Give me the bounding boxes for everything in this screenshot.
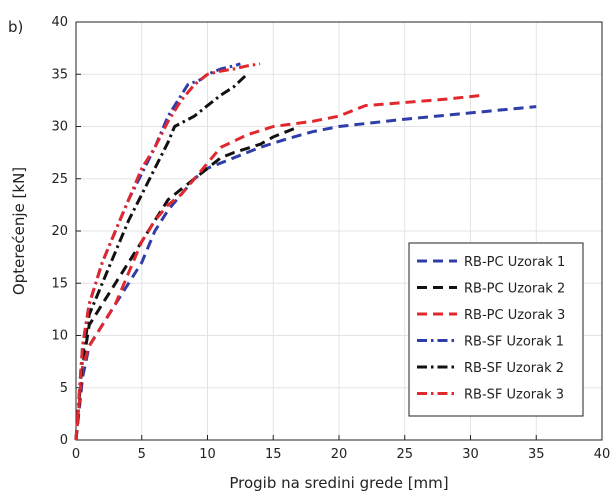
legend: RB-PC Uzorak 1 RB-PC Uzorak 2 RB-PC Uzorak… [408,242,584,417]
x-tick-label: 30 [462,447,479,462]
y-axis-label: Opterećenje [kN] [10,167,28,295]
y-tick-label: 10 [51,329,68,344]
series-line-2 [74,125,301,441]
legend-label: RB-SF Uzorak 1 [464,335,564,350]
x-tick-label: 15 [265,447,282,462]
y-tick-label: 20 [51,224,68,239]
x-tick-label: 20 [331,447,348,462]
y-tick-label: 30 [51,120,68,135]
x-tick-label: 35 [528,447,545,462]
legend-box [408,242,584,417]
x-tick-label: 40 [594,447,611,462]
series-line-3 [74,93,484,441]
y-tick-label: 0 [60,433,68,448]
x-tick-label: 10 [199,447,216,462]
legend-label: RB-PC Uzorak 3 [464,308,565,323]
legend-label: RB-PC Uzorak 2 [464,282,565,297]
x-tick-label: 0 [72,447,80,462]
series-line-5 [74,73,249,441]
series-group [74,62,537,441]
x-axis-ticks: 0 5 10 15 20 25 30 35 40 [72,435,610,462]
legend-label: RB-PC Uzorak 1 [464,255,565,270]
series-line-6 [74,62,261,441]
y-tick-label: 5 [60,381,68,396]
y-tick-label: 40 [51,15,68,30]
y-axis-ticks: 0 5 10 15 20 25 30 35 40 [51,15,81,448]
x-tick-label: 25 [396,447,413,462]
y-tick-label: 15 [51,276,68,291]
panel-label: b) [8,18,23,36]
x-axis-label: Progib na sredini grede [mm] [229,474,448,492]
legend-label: RB-SF Uzorak 2 [464,361,564,376]
y-tick-label: 25 [51,172,68,187]
series-line-4 [74,62,241,441]
x-tick-label: 5 [138,447,146,462]
y-tick-label: 35 [51,67,68,82]
legend-label: RB-SF Uzorak 3 [464,388,564,403]
